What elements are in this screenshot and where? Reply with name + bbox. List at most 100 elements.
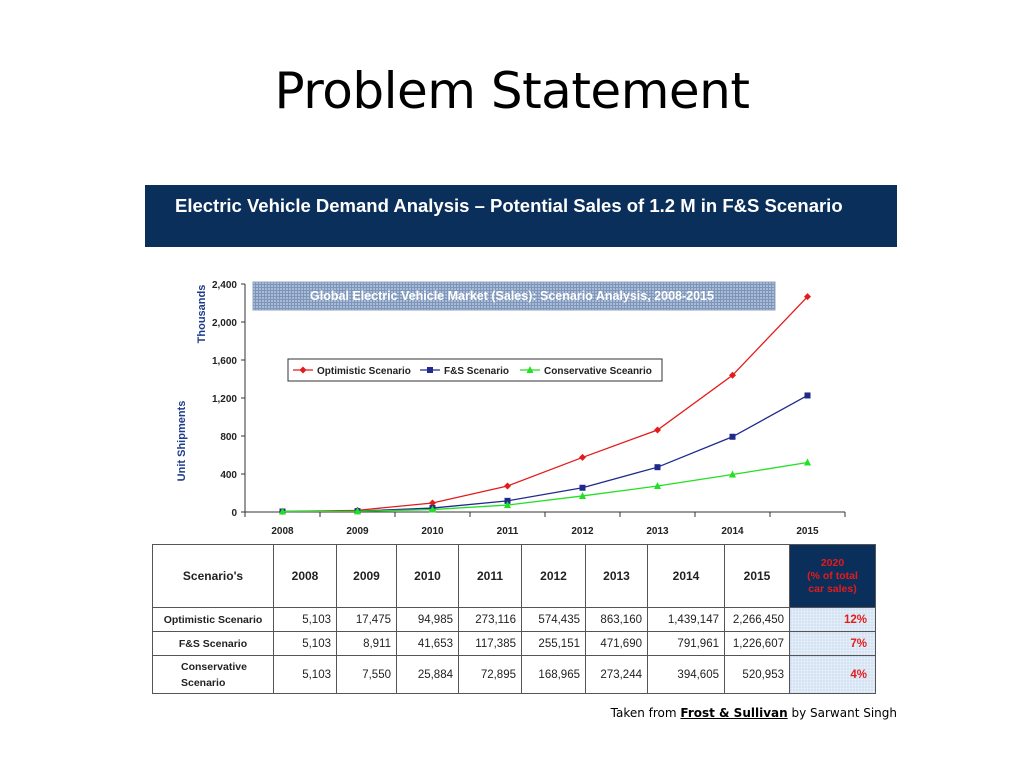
table-cell: 72,895: [458, 655, 522, 694]
data-point-s0-3: [504, 482, 511, 490]
table-row: Conservative Scenario 5,103 7,550 25,884 72,8…: [152, 655, 876, 694]
legend-marker-1: [427, 367, 433, 373]
table-cell: 255,151: [521, 631, 586, 656]
y-tick-label: 1,600: [212, 356, 237, 367]
data-point-s0-6: [729, 371, 736, 379]
line-chart: Global Electric Vehicle Market (Sales): …: [160, 270, 880, 542]
table-cell: 117,385: [458, 631, 522, 656]
data-point-s0-7: [804, 293, 811, 301]
chart-banner-title: Electric Vehicle Demand Analysis – Poten…: [145, 185, 897, 247]
legend-box: [287, 358, 663, 382]
credit-suffix: by Sarwant Singh: [787, 706, 897, 720]
table-cell: 41,653: [396, 631, 459, 656]
x-tick-label: 2009: [346, 526, 369, 537]
table-row: F&S Scenario 5,103 8,911 41,653 117,385 255,1…: [152, 631, 876, 656]
legend-label-2: Conservative Sceanrio: [544, 366, 652, 377]
table-cell: 8,911: [336, 631, 397, 656]
table-cell: 520,953: [724, 655, 790, 694]
line-chart-svg: Global Electric Vehicle Market (Sales): …: [176, 280, 846, 537]
data-point-s0-4: [579, 453, 586, 461]
credit-prefix: Taken from: [610, 706, 681, 720]
data-point-s1-5: [654, 464, 661, 471]
series-line-2: [282, 461, 808, 513]
table-cell: 5,103: [273, 655, 337, 694]
table-cell: 5,103: [273, 607, 337, 632]
source-link[interactable]: Frost & Sullivan: [680, 706, 788, 720]
source-credit: Taken from Frost & Sullivan by Sarwant S…: [611, 706, 897, 720]
data-point-s2-7: [804, 458, 811, 466]
table-header-year: 2015: [724, 544, 790, 608]
data-point-s2-2: [429, 505, 436, 513]
table-cell: 471,690: [585, 631, 648, 656]
y-tick-label: 400: [220, 470, 237, 481]
data-point-s2-5: [654, 482, 661, 490]
chart-legend: Optimistic Scenario F&S Scenario Conservat…: [287, 358, 663, 382]
y-tick-label: 0: [231, 508, 237, 519]
x-tick-label: 2010: [421, 526, 444, 537]
table-cell: 273,244: [585, 655, 648, 694]
share-header-line: car sales): [808, 582, 857, 595]
row-label-line: Scenario: [181, 676, 226, 689]
table-cell: 273,116: [458, 607, 522, 632]
legend-marker-0: [299, 366, 307, 374]
table-cell: 168,965: [521, 655, 586, 694]
table-header-year: 2011: [458, 544, 522, 608]
table-cell-share: 4%: [789, 655, 876, 694]
table-row-label: F&S Scenario: [152, 631, 274, 656]
table-header-year: 2013: [585, 544, 648, 608]
chart-title-box: [252, 281, 776, 311]
y-axis-unit: Thousands: [196, 285, 208, 344]
table-cell: 863,160: [585, 607, 648, 632]
table-cell: 94,985: [396, 607, 459, 632]
table-row-label: Optimistic Scenario: [152, 607, 274, 632]
table-header-row: Scenario's 2008 2009 2010 2011 2012 2013 2014 2…: [152, 544, 876, 608]
row-label-line: Optimistic Scenario: [163, 613, 263, 626]
table-cell: 25,884: [396, 655, 459, 694]
table-header-year: 2009: [336, 544, 397, 608]
data-point-s2-0: [279, 507, 286, 515]
x-tick-label: 2012: [571, 526, 594, 537]
table-cell: 7,550: [336, 655, 397, 694]
table-cell: 574,435: [521, 607, 586, 632]
slide-title: Problem Statement: [274, 62, 750, 120]
data-point-s2-3: [504, 501, 511, 509]
data-point-s1-4: [579, 484, 586, 491]
table-row: Optimistic Scenario 5,103 17,475 94,985 273,…: [152, 607, 876, 632]
data-point-s0-2: [429, 499, 436, 507]
y-axis-label: Unit Shipments: [176, 401, 188, 482]
series-line-1: [282, 394, 808, 513]
data-point-s2-1: [354, 507, 361, 515]
table-header-year: 2014: [647, 544, 725, 608]
legend-label-1: F&S Scenario: [444, 366, 509, 377]
table-cell-share: 12%: [789, 607, 876, 632]
data-table: Scenario's 2008 2009 2010 2011 2012 2013 2014 2…: [152, 544, 876, 694]
x-tick-label: 2008: [271, 526, 294, 537]
x-tick-label: 2011: [497, 526, 519, 537]
table-header-year: 2010: [396, 544, 459, 608]
table-cell: 394,605: [647, 655, 725, 694]
y-tick-label: 800: [220, 432, 237, 443]
table-header-year: 2008: [273, 544, 337, 608]
table-cell: 1,439,147: [647, 607, 725, 632]
table-cell: 2,266,450: [724, 607, 790, 632]
data-point-s1-7: [804, 392, 811, 399]
y-tick-label: 1,200: [212, 394, 237, 405]
legend-marker-2: [526, 366, 534, 373]
legend-label-0: Optimistic Scenario: [317, 366, 411, 377]
table-cell: 791,961: [647, 631, 725, 656]
chart-title: Global Electric Vehicle Market (Sales): …: [310, 289, 714, 303]
table-cell: 17,475: [336, 607, 397, 632]
table-header-scenario: Scenario's: [152, 544, 274, 608]
x-tick-label: 2015: [796, 526, 819, 537]
data-point-s2-6: [729, 470, 736, 478]
data-point-s1-6: [729, 433, 736, 440]
share-header-line: (% of total: [807, 569, 858, 582]
table-header-share: 2020 (% of total car sales): [789, 544, 876, 608]
share-header-line: 2020: [820, 556, 845, 569]
x-tick-label: 2013: [646, 526, 669, 537]
table-cell: 1,226,607: [724, 631, 790, 656]
row-label-line: Conservative: [181, 660, 247, 673]
y-tick-label: 2,000: [212, 318, 237, 329]
row-label-line: F&S Scenario: [178, 637, 248, 650]
x-tick-label: 2014: [721, 526, 744, 537]
